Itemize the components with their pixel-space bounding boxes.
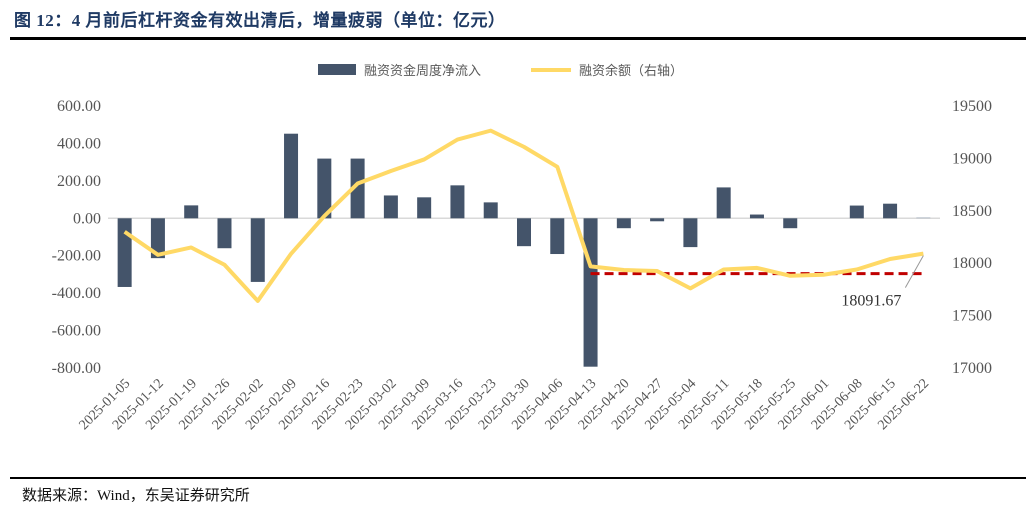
y-axis-right: 19500 19000 18500 18000 17500 17000 <box>952 98 992 377</box>
bar <box>317 158 332 219</box>
annotation: 18091.67 <box>841 255 924 310</box>
y-axis-left: 600.00 400.00 200.00 0.00 -200.00 -400.00 -600… <box>52 98 101 377</box>
y-left-tick-label: -400.00 <box>52 285 101 302</box>
legend-bar-swatch <box>318 64 356 75</box>
line-path <box>123 128 924 303</box>
chart: 融资资金周度净流入 融资余额（右轴） 600.00 400.00 200.00 0.0… <box>52 63 992 433</box>
y-right-tick-label: 17000 <box>952 360 992 377</box>
bar <box>849 205 864 219</box>
bar <box>150 218 165 259</box>
bar <box>783 218 798 229</box>
bar <box>350 158 365 219</box>
bar <box>883 203 898 219</box>
top-rule <box>10 37 1026 40</box>
bar <box>517 218 531 247</box>
y-left-tick-label: 400.00 <box>57 135 101 152</box>
figure-title: 图 12：4 月前后杠杆资金有效出清后，增量疲弱（单位：亿元） <box>14 11 506 30</box>
source-note: 数据来源：Wind，东吴证券研究所 <box>22 488 250 504</box>
y-left-tick-label: -600.00 <box>52 323 101 340</box>
y-left-tick-label: 200.00 <box>57 173 101 190</box>
y-left-tick-label: -200.00 <box>52 248 101 265</box>
bar <box>383 195 398 219</box>
x-axis: 2025-01-052025-01-122025-01-192025-01-26… <box>77 376 933 433</box>
bar <box>716 187 731 219</box>
y-right-tick-label: 19500 <box>952 98 992 115</box>
legend: 融资资金周度净流入 融资余额（右轴） <box>318 63 683 79</box>
y-right-tick-label: 18500 <box>952 203 992 220</box>
bar <box>916 217 931 219</box>
legend-line-label: 融资余额（右轴） <box>579 63 683 79</box>
bar <box>117 218 132 287</box>
bar <box>417 197 432 219</box>
bar <box>184 205 199 219</box>
bar <box>483 202 498 219</box>
annotation-leader <box>904 255 924 288</box>
bar <box>616 218 631 229</box>
y-left-tick-label: -800.00 <box>52 360 101 377</box>
y-right-tick-label: 17500 <box>952 308 992 325</box>
bar <box>450 185 465 219</box>
bar <box>650 218 665 222</box>
bar <box>250 218 265 282</box>
bar <box>583 218 598 367</box>
bar <box>217 218 232 249</box>
bar <box>749 214 764 219</box>
bar <box>550 218 565 255</box>
line-series <box>123 128 924 303</box>
legend-bar-label: 融资资金周度净流入 <box>364 63 481 79</box>
bottom-rule <box>10 477 1026 479</box>
bar <box>284 133 299 219</box>
bar-series <box>117 133 931 367</box>
annotation-label: 18091.67 <box>841 293 901 310</box>
bar <box>683 218 698 248</box>
y-left-tick-label: 0.00 <box>73 210 101 227</box>
y-right-tick-label: 18000 <box>952 255 992 272</box>
y-left-tick-label: 600.00 <box>57 98 101 115</box>
y-right-tick-label: 19000 <box>952 150 992 167</box>
